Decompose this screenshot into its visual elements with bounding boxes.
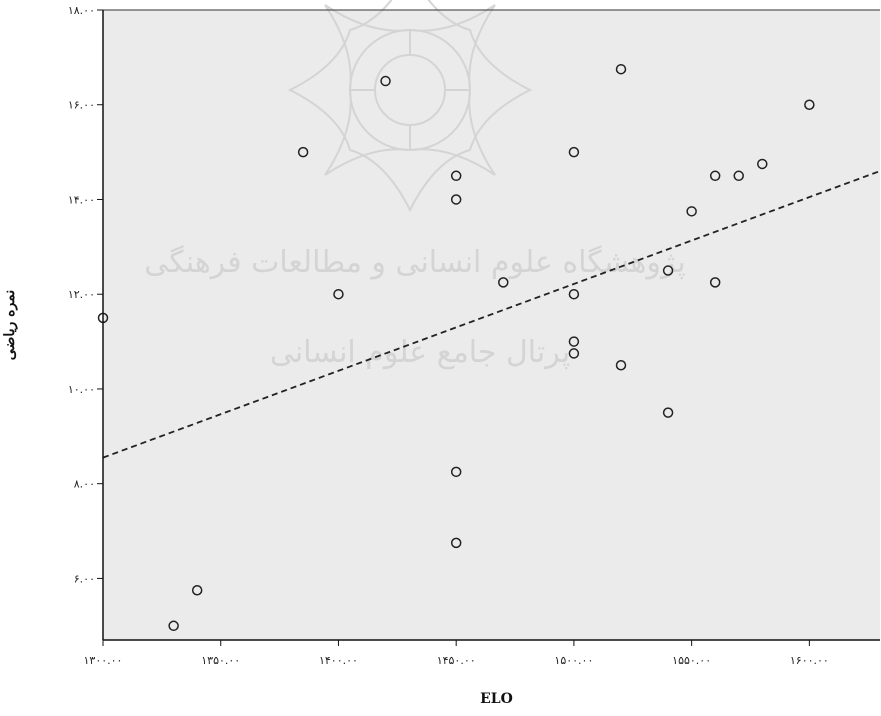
data-point-20: [686, 206, 697, 217]
svg-text:پژوهشگاه علوم انسانی و مطالعات: پژوهشگاه علوم انسانی و مطالعات فرهنگی: [144, 245, 686, 280]
data-point-13: [568, 288, 580, 300]
data-point-10: [450, 537, 462, 549]
data-point-14: [568, 336, 580, 347]
data-point-18: [662, 265, 674, 276]
watermark-logo: پژوهشگاه علوم انسانی و مطالعات فرهنگی پر…: [144, 0, 686, 370]
x-axis-label: ELO: [480, 691, 513, 707]
x-tick-label: ۱۴۵۰.۰۰: [437, 654, 476, 667]
data-point-16: [615, 63, 627, 75]
x-tick-label: ۱۵۵۰.۰۰: [672, 654, 711, 667]
svg-text:پرتال جامع علوم انسانی: پرتال جامع علوم انسانی: [270, 335, 570, 370]
y-tick-label: ۶.۰۰: [74, 572, 95, 585]
data-point-24: [757, 158, 768, 170]
regression-fit-line: [102, 170, 881, 459]
data-point-12: [568, 146, 580, 158]
x-tick-label: ۱۳۵۰.۰۰: [201, 654, 240, 667]
x-tick-label: ۱۵۰۰.۰۰: [554, 654, 593, 667]
x-tick-label: ۱۶۰۰.۰۰: [790, 654, 829, 667]
y-tick-label: ۱۶.۰۰: [68, 99, 95, 112]
y-tick-label: ۸.۰۰: [74, 478, 95, 491]
data-point-3: [191, 585, 203, 596]
data-point-6: [380, 75, 391, 87]
y-tick-label: ۱۸.۰۰: [68, 4, 95, 17]
data-point-22: [709, 277, 721, 288]
data-point-23: [733, 170, 744, 182]
data-points: [97, 63, 815, 632]
y-tick-label: ۱۲.۰۰: [68, 288, 95, 301]
data-point-5: [333, 288, 344, 300]
plot-area: [103, 10, 880, 640]
data-point-8: [450, 194, 462, 205]
x-tick-label: ۱۳۰۰.۰۰: [84, 654, 123, 667]
data-point-15: [568, 348, 580, 359]
data-point-19: [662, 407, 674, 418]
data-point-9: [450, 466, 462, 478]
y-tick-label: ۱۰.۰۰: [68, 383, 95, 396]
data-point-25: [804, 99, 815, 110]
y-axis-label: نمره ریاضی: [2, 290, 18, 360]
data-point-21: [709, 170, 721, 182]
data-point-2: [168, 620, 179, 632]
y-tick-label: ۱۴.۰۰: [68, 193, 95, 206]
data-point-17: [615, 360, 627, 371]
data-point-7: [450, 170, 462, 182]
axes: ۱۳۰۰.۰۰ ۱۳۵۰.۰۰ ۱۴۰۰.۰۰ ۱۴۵۰.۰۰ ۱۵۰۰.۰۰ ۱۵۵۰.…: [68, 4, 880, 667]
data-point-4: [297, 146, 309, 158]
x-tick-label: ۱۴۰۰.۰۰: [319, 654, 358, 667]
data-point-11: [498, 277, 509, 288]
